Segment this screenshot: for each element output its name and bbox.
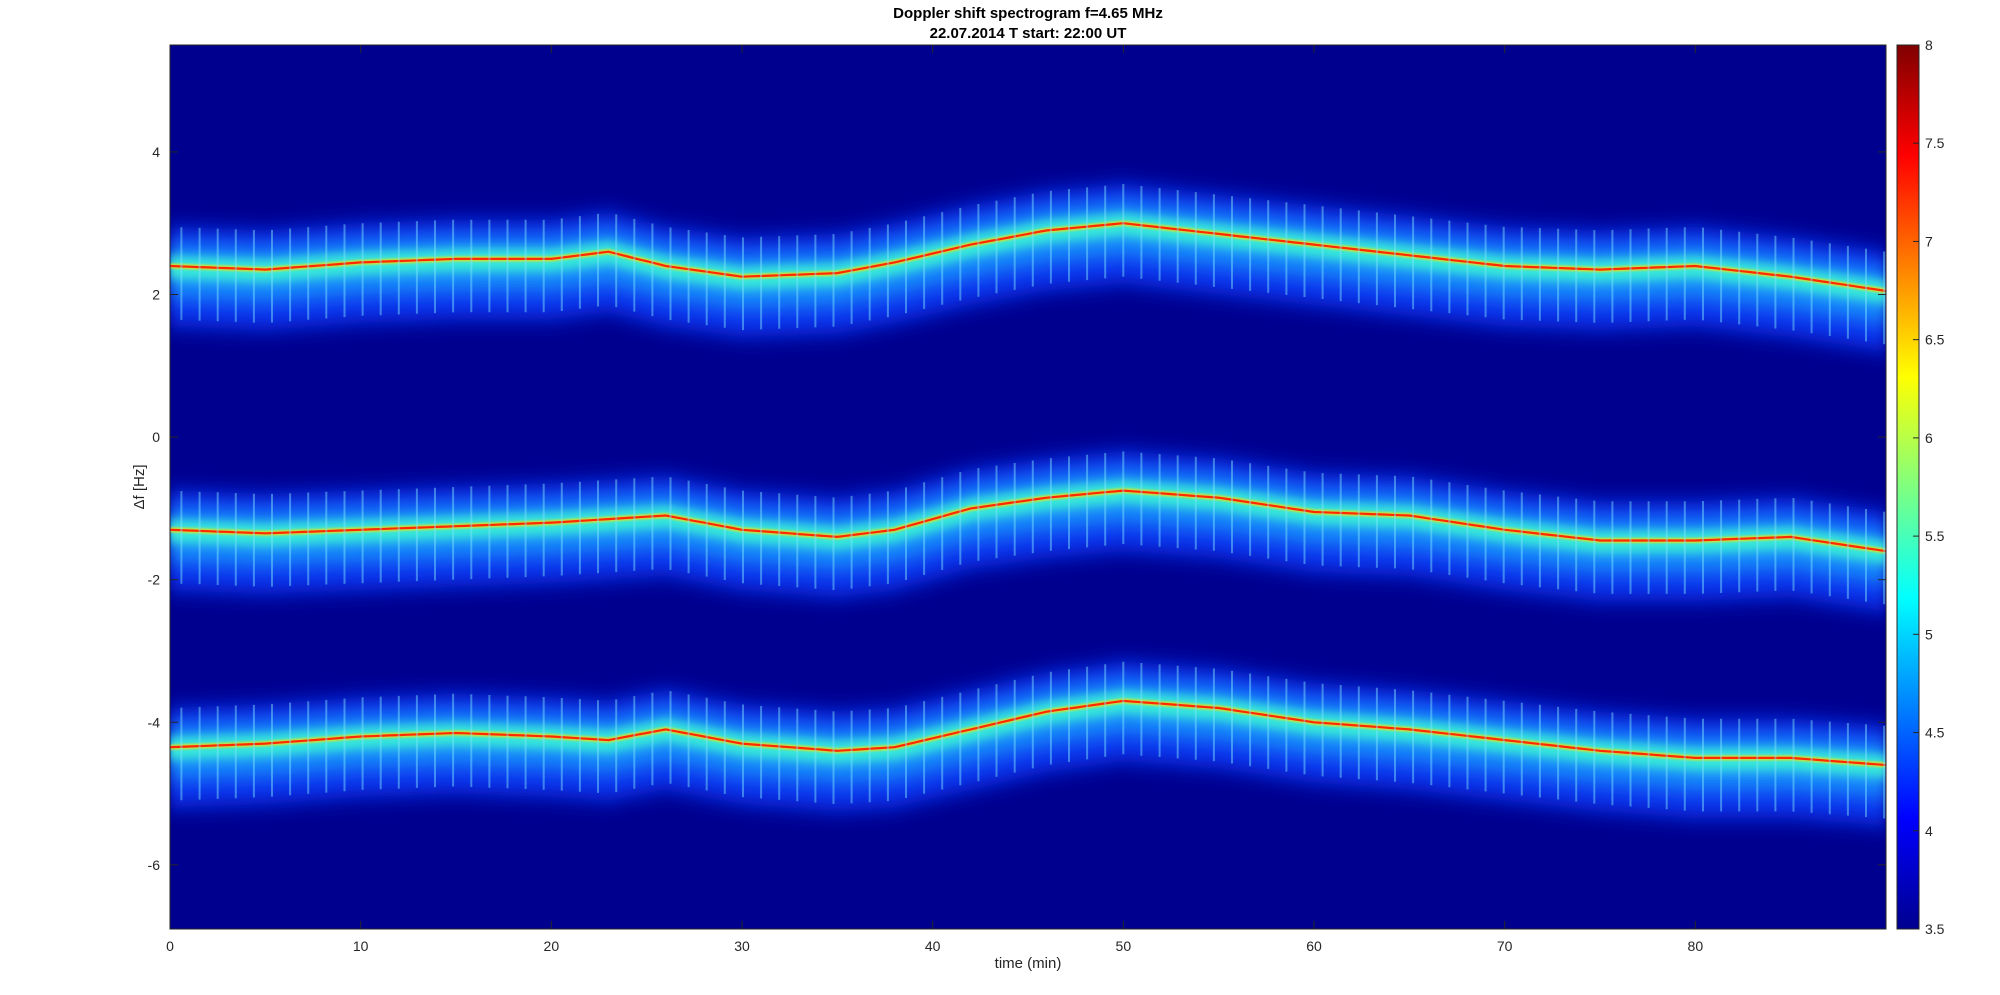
- y-tick-label: -2: [148, 572, 161, 588]
- colorbar: [1896, 44, 1920, 930]
- colorbar-tick-label: 4.5: [1925, 725, 1945, 741]
- x-tick-label: 30: [734, 938, 750, 954]
- x-tick-label: 60: [1306, 938, 1322, 954]
- colorbar-tick-label: 6: [1925, 430, 1933, 446]
- x-tick-label: 20: [544, 938, 560, 954]
- trace-1: [170, 184, 1886, 352]
- x-tick-label: 40: [925, 938, 941, 954]
- colorbar-ticks: 8 7.5 7 6.5 6 5.5 5 4.5 4 3.5: [1913, 37, 1945, 937]
- trace-core: [170, 222, 1886, 293]
- x-tick-label: 50: [1116, 938, 1132, 954]
- plot-frame: [169, 44, 1887, 930]
- x-tick-label: 70: [1497, 938, 1513, 954]
- y-tick-label: 0: [152, 429, 160, 445]
- colorbar-tick-label: 8: [1925, 37, 1933, 53]
- colorbar-tick-label: 7.5: [1925, 135, 1945, 151]
- y-tick-label: -4: [148, 714, 161, 730]
- y-axis-label: Δf [Hz]: [131, 464, 148, 509]
- spectrogram-traces: [170, 184, 1886, 826]
- chart-subtitle: 22.07.2014 T start: 22:00 UT: [930, 25, 1127, 42]
- x-tick-label: 0: [166, 938, 174, 954]
- y-tick-label: -6: [148, 857, 161, 873]
- trace-3: [170, 661, 1886, 826]
- trace-core: [170, 489, 1886, 553]
- trace-core: [170, 699, 1886, 767]
- colorbar-tick-label: 4: [1925, 823, 1933, 839]
- y-tick-label: 2: [152, 287, 160, 303]
- trace-striations: [180, 661, 1886, 819]
- trace-striations: [180, 184, 1886, 345]
- trace-striations: [180, 451, 1886, 605]
- trace-spread: [170, 679, 1886, 798]
- x-axis-label: time (min): [995, 955, 1062, 972]
- colorbar-tick-label: 7: [1925, 233, 1933, 249]
- chart-title: Doppler shift spectrogram f=4.65 MHz: [893, 5, 1163, 22]
- y-axis-ticks: 4 2 0 -2 -4 -6: [148, 144, 1886, 873]
- colorbar-tick-label: 3.5: [1925, 921, 1945, 937]
- trace-spread: [170, 201, 1886, 323]
- x-tick-label: 10: [353, 938, 369, 954]
- trace-2: [170, 451, 1886, 612]
- x-tick-label: 80: [1688, 938, 1704, 954]
- x-axis-ticks: 0 10 20 30 40 50 60 70 80: [166, 45, 1703, 954]
- trace-halo: [170, 184, 1886, 352]
- colorbar-tick-label: 5.5: [1925, 528, 1945, 544]
- colorbar-tick-label: 5: [1925, 626, 1933, 642]
- colorbar-tick-label: 6.5: [1925, 332, 1945, 348]
- y-tick-label: 4: [152, 144, 160, 160]
- trace-spread: [170, 469, 1886, 584]
